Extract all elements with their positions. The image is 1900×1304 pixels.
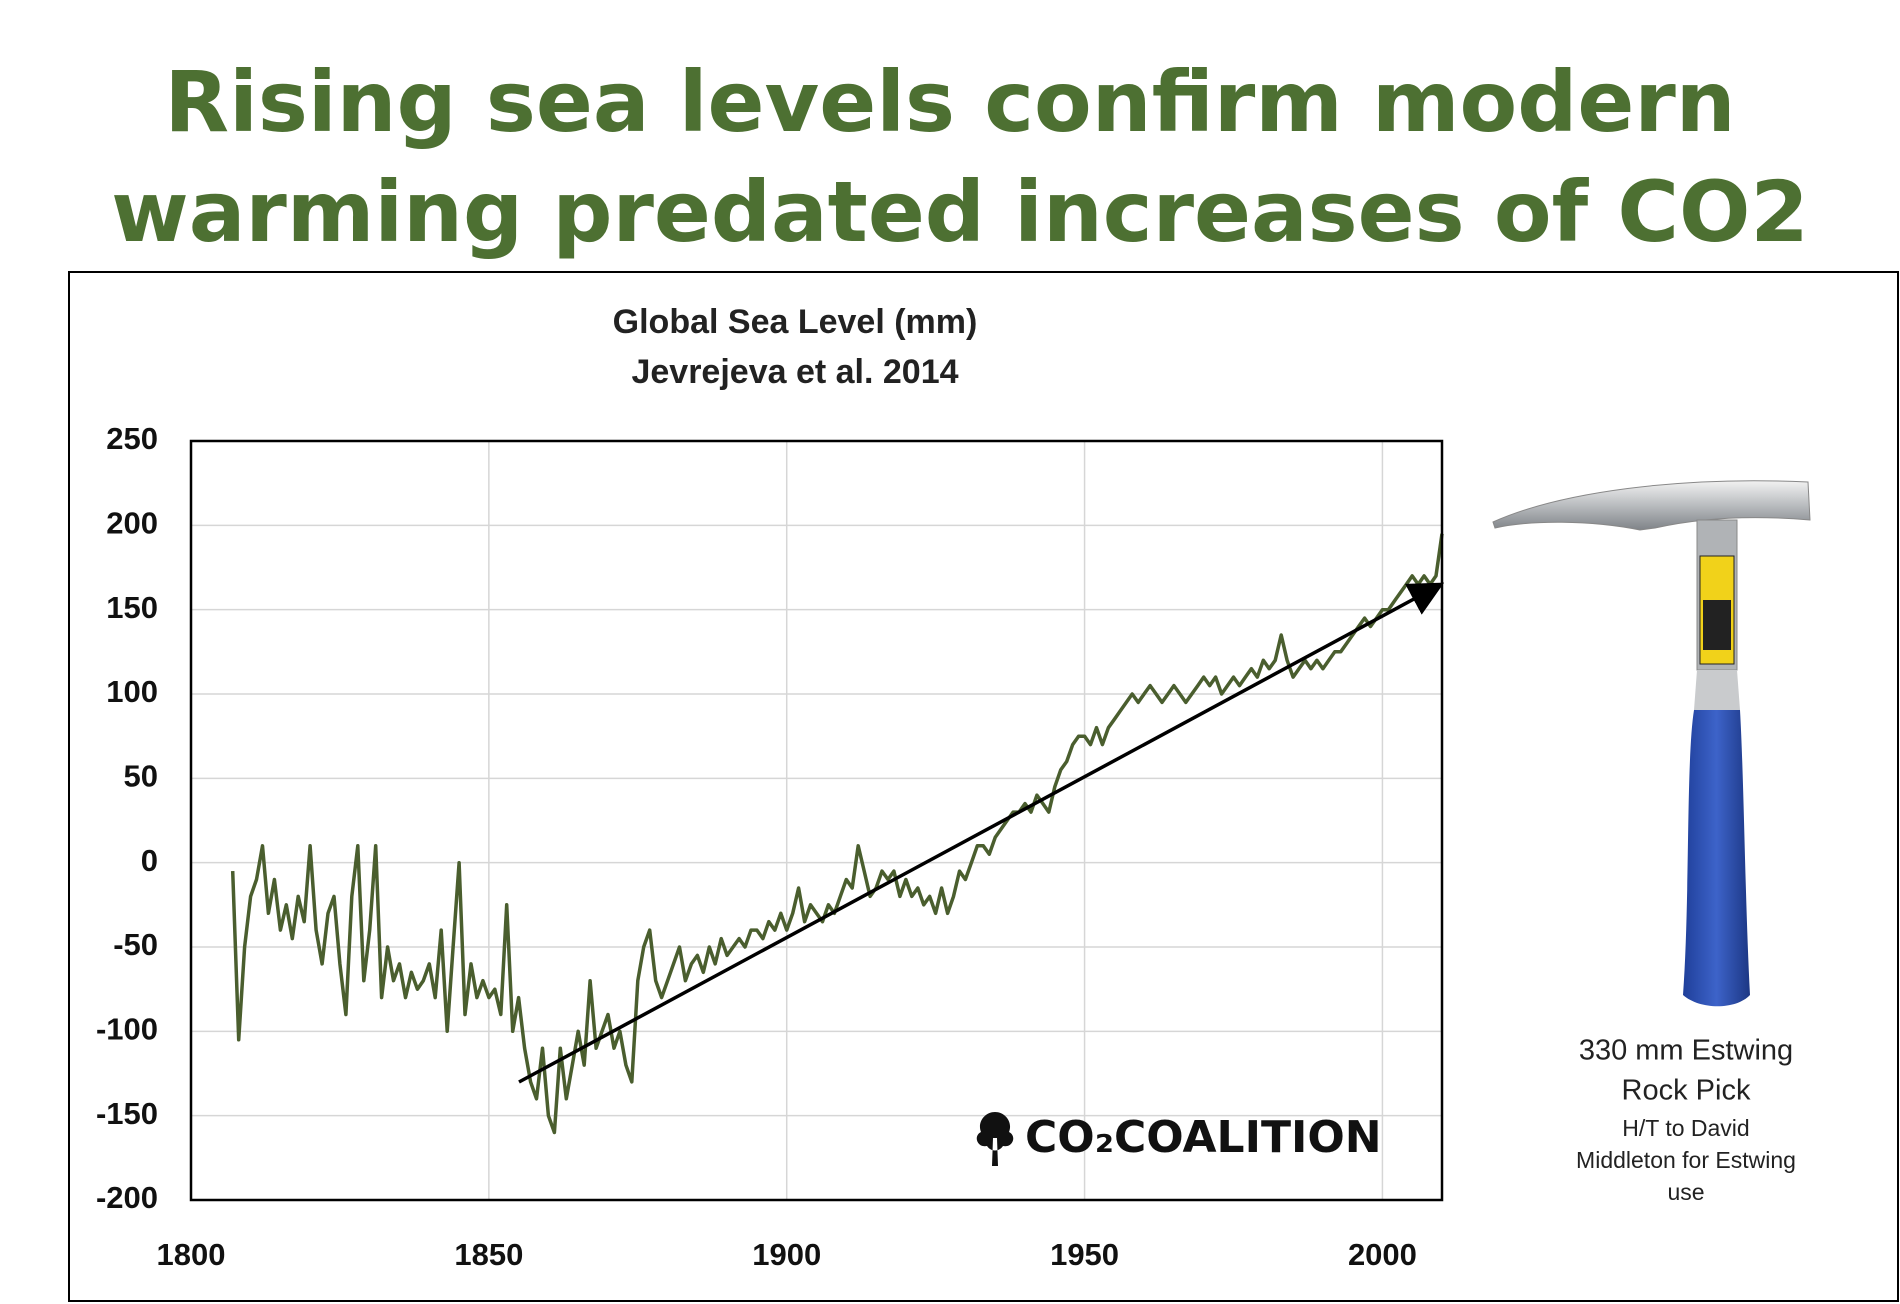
y-tick-label: -200 <box>96 1180 158 1215</box>
caption: Rock Pick <box>1622 1075 1751 1107</box>
logo: CO₂COALITION <box>1025 1112 1382 1163</box>
x-tick-label: 2000 <box>1348 1237 1417 1272</box>
logo-icon <box>976 1112 1014 1166</box>
chart-title: Jevrejeva et al. 2014 <box>631 353 958 391</box>
caption: Middleton for Estwing <box>1576 1147 1796 1173</box>
plot-area: -200 -150 -100 -50 0 50 100 150 200 250 1800 1850 19… <box>96 421 1445 1272</box>
x-tick-label: 1850 <box>454 1237 523 1272</box>
x-tick-label: 1900 <box>752 1237 821 1272</box>
y-tick-label: 150 <box>106 590 158 625</box>
hammer-illustration <box>1492 480 1811 1007</box>
chart-title: Global Sea Level (mm) <box>613 303 978 341</box>
y-tick-label: 0 <box>141 843 158 878</box>
y-tick-label: 250 <box>106 421 158 456</box>
caption: H/T to David <box>1622 1115 1749 1141</box>
caption: use <box>1667 1179 1704 1205</box>
headline: Rising sea levels confirm modern <box>164 53 1735 151</box>
plot-background <box>191 441 1442 1200</box>
y-tick-label: 200 <box>106 506 158 541</box>
plot-border <box>189 439 1444 1202</box>
caption: 330 mm Estwing <box>1579 1035 1793 1067</box>
y-tick-label: 50 <box>124 759 158 794</box>
sea-level-line <box>230 533 1444 1135</box>
y-tick-label: -100 <box>96 1012 158 1047</box>
x-tick-label: 1950 <box>1050 1237 1119 1272</box>
tree-icon <box>976 1112 1014 1166</box>
x-tick-label: 1800 <box>157 1237 226 1272</box>
y-tick-label: -50 <box>113 927 158 962</box>
trend-arrow <box>518 582 1445 1084</box>
y-tick-label: 100 <box>106 674 158 709</box>
y-tick-label: -150 <box>96 1096 158 1131</box>
headline: warming predated increases of CO2 <box>111 163 1809 261</box>
